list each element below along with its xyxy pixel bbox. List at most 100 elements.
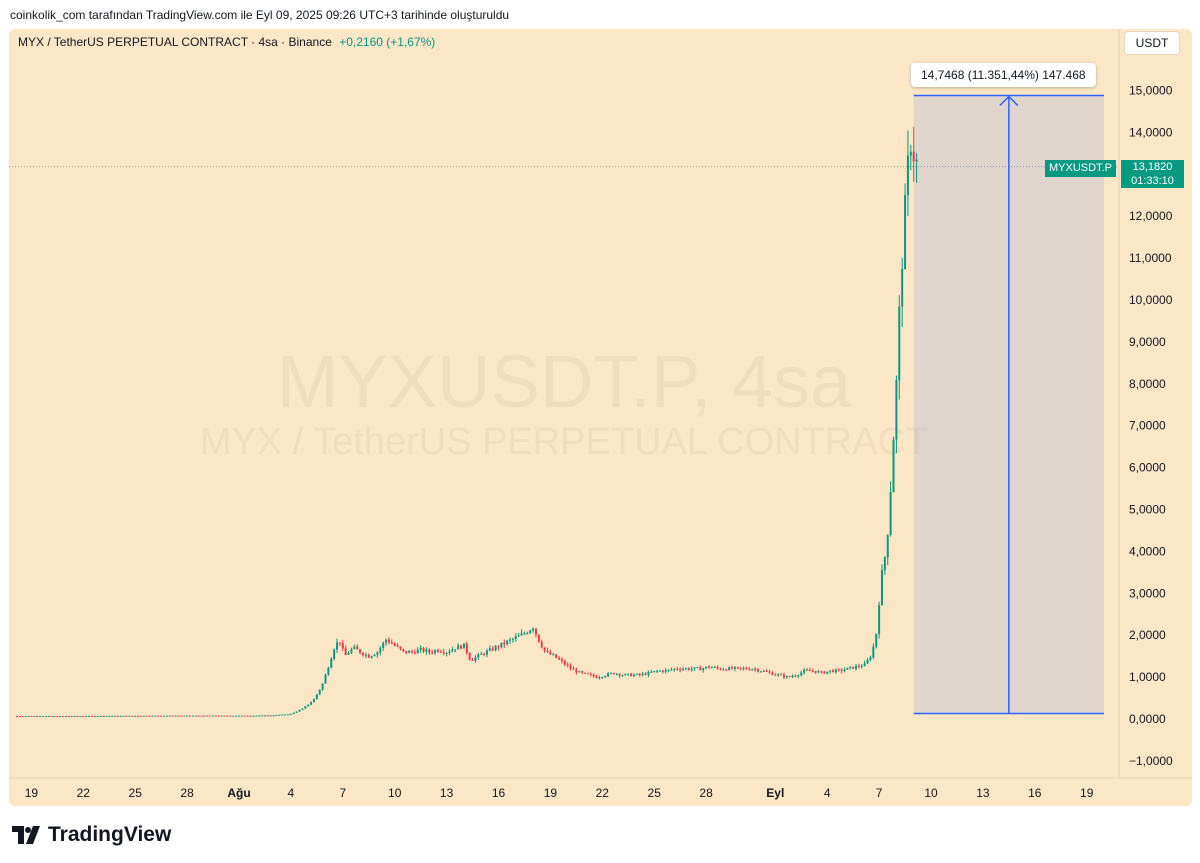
candle-body (739, 667, 742, 669)
candle-body (612, 673, 615, 675)
candle-body (246, 715, 249, 717)
candle-body (745, 668, 748, 670)
candle-body (180, 715, 183, 717)
candle-body (679, 669, 682, 671)
candle-body (111, 715, 114, 717)
candle-body (272, 715, 275, 717)
candle-body (413, 651, 416, 654)
candle-body (278, 714, 281, 716)
candle-body (90, 715, 93, 717)
candle-body (376, 652, 379, 655)
candle-body (471, 659, 474, 661)
candle-body (912, 151, 915, 162)
currency-button[interactable]: USDT (1124, 31, 1180, 55)
candle-body (238, 715, 240, 717)
candle-body (511, 638, 514, 640)
candle-body (200, 715, 203, 717)
candle-body (183, 715, 186, 717)
time-axis-tick-label: Ağu (227, 786, 250, 800)
candle-body (385, 639, 388, 643)
candle-body (791, 676, 794, 678)
time-axis-tick-label: 16 (492, 786, 506, 800)
candle-body (863, 663, 866, 667)
candle-body (707, 666, 710, 668)
last-price: 13,1820 (1132, 161, 1173, 173)
candle-body (586, 673, 589, 675)
candle-body (223, 715, 226, 717)
candle-body (50, 715, 53, 717)
candle-body (88, 715, 91, 717)
candle-body (18, 716, 21, 718)
watermark-symbol: MYXUSDT.P, 4sa (276, 340, 852, 423)
time-axis-tick-label: 19 (544, 786, 558, 800)
time-axis-tick-label: 10 (388, 786, 402, 800)
candle-body (621, 675, 624, 677)
candle-body (148, 715, 151, 717)
candle-body (604, 676, 607, 678)
candle-body (803, 669, 806, 673)
price-axis-tick-label: 12,0000 (1129, 209, 1173, 223)
price-axis-tick-label: 2,0000 (1129, 628, 1166, 642)
candle-body (171, 715, 174, 717)
candle-body (163, 715, 166, 717)
candle-body (361, 652, 364, 656)
candle-body (892, 439, 895, 493)
candle-body (520, 633, 523, 636)
candle-body (105, 715, 108, 717)
candle-body (682, 669, 685, 671)
candle-body (402, 648, 405, 651)
candle-body (514, 636, 517, 639)
candle-body (852, 666, 855, 669)
candle-body (811, 670, 814, 672)
candle-body (768, 671, 771, 673)
candle-body (664, 670, 667, 672)
candle-body (785, 676, 788, 678)
price-change: +0,2160 (+1,67%) (339, 35, 436, 49)
tradingview-logo[interactable]: TradingView (12, 822, 171, 848)
candle-body (131, 715, 134, 717)
candle-body (581, 671, 584, 673)
candle-body (491, 648, 494, 651)
candle-body (855, 665, 858, 669)
price-axis-tick-label: 1,0000 (1129, 670, 1166, 684)
candle-body (624, 674, 627, 676)
candle-body (653, 670, 656, 672)
candle-body (240, 715, 243, 717)
candle-body (191, 715, 194, 717)
candle-body (232, 715, 235, 717)
candle-body (122, 715, 125, 717)
candle-body (898, 306, 901, 381)
candle-body (558, 657, 561, 660)
candle-body (139, 715, 142, 717)
candle-body (370, 656, 373, 658)
candle-body (840, 669, 843, 671)
candle-body (705, 666, 708, 669)
candle-body (295, 711, 298, 713)
candle-body (96, 715, 99, 717)
candle-body (217, 715, 220, 717)
candle-body (676, 668, 679, 670)
price-chart[interactable]: 15,000014,000013,000012,000011,000010,00… (9, 29, 1192, 806)
candle-body (134, 715, 137, 717)
candle-body (895, 380, 898, 440)
candle-body (814, 670, 817, 673)
candle-body (849, 666, 852, 668)
candle-body (777, 674, 780, 676)
candle-body (301, 708, 304, 710)
candle-body (206, 715, 209, 717)
candle-body (275, 714, 278, 716)
candle-body (771, 672, 774, 675)
candle-body (128, 715, 131, 717)
candle-body (656, 670, 659, 672)
candle-body (601, 677, 604, 679)
candle-body (880, 570, 883, 606)
candle-body (549, 651, 552, 655)
candle-body (503, 642, 506, 645)
time-axis-tick-label: 19 (25, 786, 39, 800)
price-axis-tick-label: −1,0000 (1129, 754, 1173, 768)
candle-body (860, 666, 863, 668)
candle-body (27, 716, 30, 718)
candle-body (831, 670, 834, 673)
candle-body (462, 643, 465, 649)
candle-body (70, 716, 73, 718)
